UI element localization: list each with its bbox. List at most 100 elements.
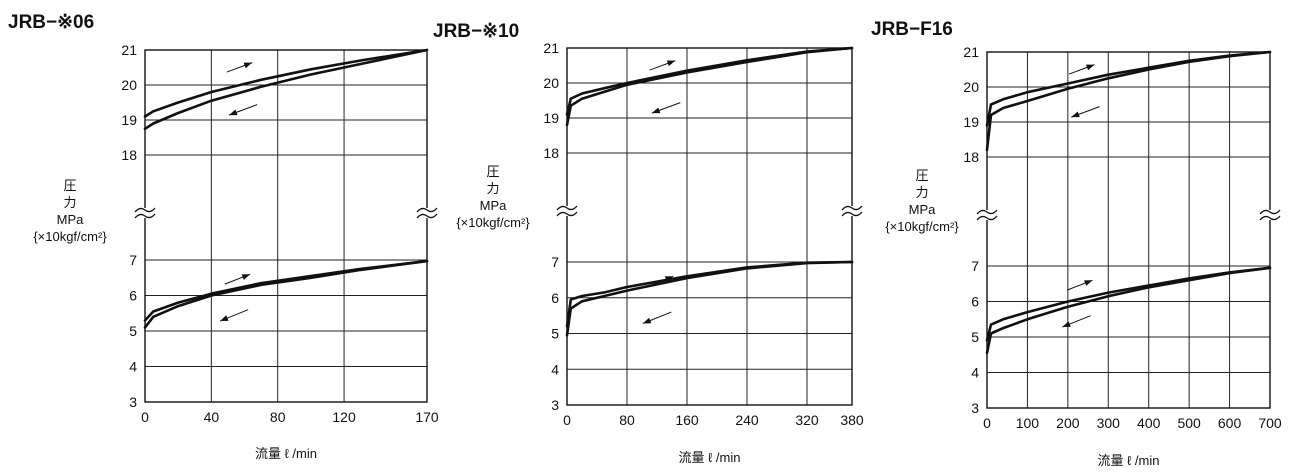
y-tick-label: 7 xyxy=(551,254,559,270)
x-tick-label: 0 xyxy=(983,415,991,431)
up-arrow-icon-head xyxy=(241,274,251,280)
x-tick-label: 300 xyxy=(1097,415,1121,431)
y-tick-label: 19 xyxy=(543,110,559,126)
y-tick-label: 3 xyxy=(971,400,979,416)
plot-frame xyxy=(986,51,1271,409)
axis-break-gap xyxy=(559,206,575,216)
y-tick-label: 6 xyxy=(971,294,979,310)
axis-break-icon xyxy=(556,211,578,217)
y-axis-label: 力 xyxy=(63,195,76,210)
x-tick-label: 160 xyxy=(675,412,699,428)
x-tick-label: 240 xyxy=(735,412,759,428)
y-tick-label: 18 xyxy=(543,145,559,161)
plot-frame xyxy=(566,47,853,406)
y-tick-label: 18 xyxy=(121,147,137,163)
y-axis-label: 圧 xyxy=(63,178,76,193)
plot-frame xyxy=(144,49,428,403)
y-axis-label: MPa xyxy=(480,198,508,213)
series-line-2 xyxy=(985,50,1272,152)
axis-break-icon xyxy=(841,211,863,217)
x-tick-label: 0 xyxy=(563,412,571,428)
series-line-2 xyxy=(143,48,429,131)
y-tick-label: 21 xyxy=(543,40,559,56)
y-tick-label: 4 xyxy=(971,365,979,381)
x-tick-label: 380 xyxy=(840,412,864,428)
series-line-4 xyxy=(565,260,854,337)
x-tick-label: 200 xyxy=(1056,415,1080,431)
chart-title: JRB−※10 xyxy=(433,21,519,42)
y-axis-label: MPa xyxy=(909,202,937,217)
y-tick-label: 3 xyxy=(129,394,137,410)
y-tick-label: 20 xyxy=(121,77,137,93)
y-tick-label: 20 xyxy=(963,79,979,95)
axis-break-gap xyxy=(979,210,995,220)
y-tick-label: 5 xyxy=(551,326,559,342)
y-tick-label: 18 xyxy=(963,149,979,165)
axis-break-icon xyxy=(841,205,863,211)
y-axis-label: {×10kgf/cm²} xyxy=(456,215,530,230)
y-tick-label: 5 xyxy=(129,323,137,339)
x-tick-label: 500 xyxy=(1177,415,1201,431)
x-axis-label: 流量 ℓ /min xyxy=(1098,453,1160,468)
axis-break-icon xyxy=(556,205,578,211)
y-tick-label: 19 xyxy=(121,112,137,128)
y-axis-label: {×10kgf/cm²} xyxy=(33,229,107,244)
x-tick-label: 120 xyxy=(332,409,356,425)
y-tick-label: 21 xyxy=(121,42,137,58)
axis-break-icon xyxy=(134,207,156,213)
chart-panel-2: JRB−※10 0 80 160 240 320 380 18 19 20 21 3 4 5 6 7 圧力 MPa… xyxy=(433,21,864,465)
y-tick-label: 4 xyxy=(129,359,137,375)
x-tick-label: 600 xyxy=(1218,415,1242,431)
series-line-1 xyxy=(143,48,429,118)
x-tick-label: 170 xyxy=(415,409,439,425)
up-arrow-icon-head xyxy=(243,62,253,69)
y-tick-label: 7 xyxy=(971,258,979,274)
axis-break-icon xyxy=(976,215,998,221)
y-tick-label: 19 xyxy=(963,114,979,130)
x-tick-label: 700 xyxy=(1258,415,1282,431)
up-arrow-icon-head xyxy=(666,60,676,67)
chart-title: JRB−※06 xyxy=(8,12,94,33)
y-axis-label: {×10kgf/cm²} xyxy=(885,219,959,234)
axis-break-gap xyxy=(844,206,860,216)
up-arrow-icon-head xyxy=(1083,280,1093,286)
series-line-1 xyxy=(985,50,1272,127)
y-axis-label: 圧 xyxy=(486,164,499,179)
series-line-1 xyxy=(565,46,854,116)
x-tick-label: 400 xyxy=(1137,415,1161,431)
y-axis-label: 力 xyxy=(486,181,499,196)
x-axis-label: 流量 ℓ /min xyxy=(255,446,317,461)
axis-break-icon xyxy=(416,213,438,219)
y-axis-label: MPa xyxy=(57,212,85,227)
up-arrow-icon-head xyxy=(1085,64,1095,71)
down-arrow-icon-head xyxy=(642,317,652,324)
series-line-4 xyxy=(985,266,1272,355)
y-axis-label: 力 xyxy=(915,185,928,200)
y-tick-label: 20 xyxy=(543,75,559,91)
down-arrow-icon-head xyxy=(219,315,229,322)
axis-break-gap xyxy=(1262,210,1278,220)
axis-break-icon xyxy=(1259,209,1281,215)
series-line-3 xyxy=(985,266,1272,342)
x-tick-label: 320 xyxy=(795,412,819,428)
chart-panel-1: JRB−※06 0 40 80 120 170 18 19 20 21 3 4 5 6 7 圧力 MPa {×10… xyxy=(8,12,439,461)
axis-break-icon xyxy=(134,213,156,219)
up-arrow-icon-head xyxy=(664,276,674,283)
down-arrow-icon-head xyxy=(1062,321,1071,328)
series-line-3 xyxy=(143,259,429,322)
y-tick-label: 3 xyxy=(551,397,559,413)
axis-break-icon xyxy=(1259,215,1281,221)
y-tick-label: 7 xyxy=(129,252,137,268)
x-tick-label: 80 xyxy=(619,412,635,428)
y-tick-label: 21 xyxy=(963,44,979,60)
axis-break-gap xyxy=(419,208,435,218)
x-tick-label: 0 xyxy=(141,409,149,425)
series-line-4 xyxy=(143,259,429,329)
down-arrow-icon-head xyxy=(651,107,661,114)
chart-title: JRB−F16 xyxy=(871,19,953,40)
series-line-2 xyxy=(565,46,854,127)
axis-break-icon xyxy=(976,209,998,215)
y-tick-label: 6 xyxy=(129,288,137,304)
y-tick-label: 4 xyxy=(551,361,559,377)
